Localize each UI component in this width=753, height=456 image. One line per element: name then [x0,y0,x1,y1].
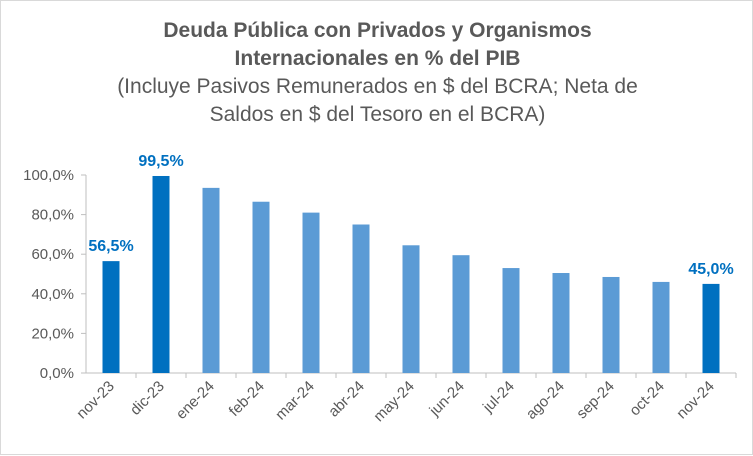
x-tick-label: mar-24 [272,378,318,424]
x-tick-label: ago-24 [523,378,568,423]
bar [152,175,170,373]
bar [702,283,720,373]
y-tick-label: 60,0% [31,246,74,263]
bar [202,187,220,373]
y-tick-label: 0,0% [40,365,74,382]
y-tick-label: 20,0% [31,325,74,342]
bar [402,245,420,373]
data-label: 56,5% [88,238,133,255]
bar [502,268,520,373]
bar [352,224,370,373]
bar [252,201,270,373]
x-tick-label: abr-24 [325,378,368,421]
y-tick-label: 80,0% [31,207,74,224]
data-label: 99,5% [138,153,183,170]
x-tick-label: oct-24 [626,378,668,420]
x-tick-label: dic-23 [127,378,168,419]
x-tick-label: nov-23 [73,378,117,422]
data-label: 45,0% [688,261,733,278]
chart-title-block: Deuda Pública con Privados y Organismos … [1,17,753,129]
bar [452,255,470,373]
bar [602,276,620,373]
bar [102,261,120,373]
chart-title-line2: Internacionales en % del PIB [234,47,521,70]
x-tick-label: ene-24 [173,378,218,423]
chart-subtitle-line2: Saldos en $ del Tesoro en el BCRA) [209,103,546,126]
bar [652,281,670,373]
x-tick-label: jul-24 [479,378,518,417]
x-tick-label: jun-24 [426,378,468,420]
chart-title-line1: Deuda Pública con Privados y Organismos [163,19,592,42]
x-tick-label: nov-24 [673,378,717,422]
x-tick-label: sep-24 [573,378,617,422]
bar [552,273,570,373]
y-tick-label: 40,0% [31,286,74,303]
x-tick-label: feb-24 [226,378,268,420]
chart-subtitle-line1: (Incluye Pasivos Remunerados en $ del BC… [117,75,638,98]
x-tick-label: may-24 [370,378,417,425]
y-tick-label: 100,0% [23,167,74,184]
bar [302,212,320,373]
